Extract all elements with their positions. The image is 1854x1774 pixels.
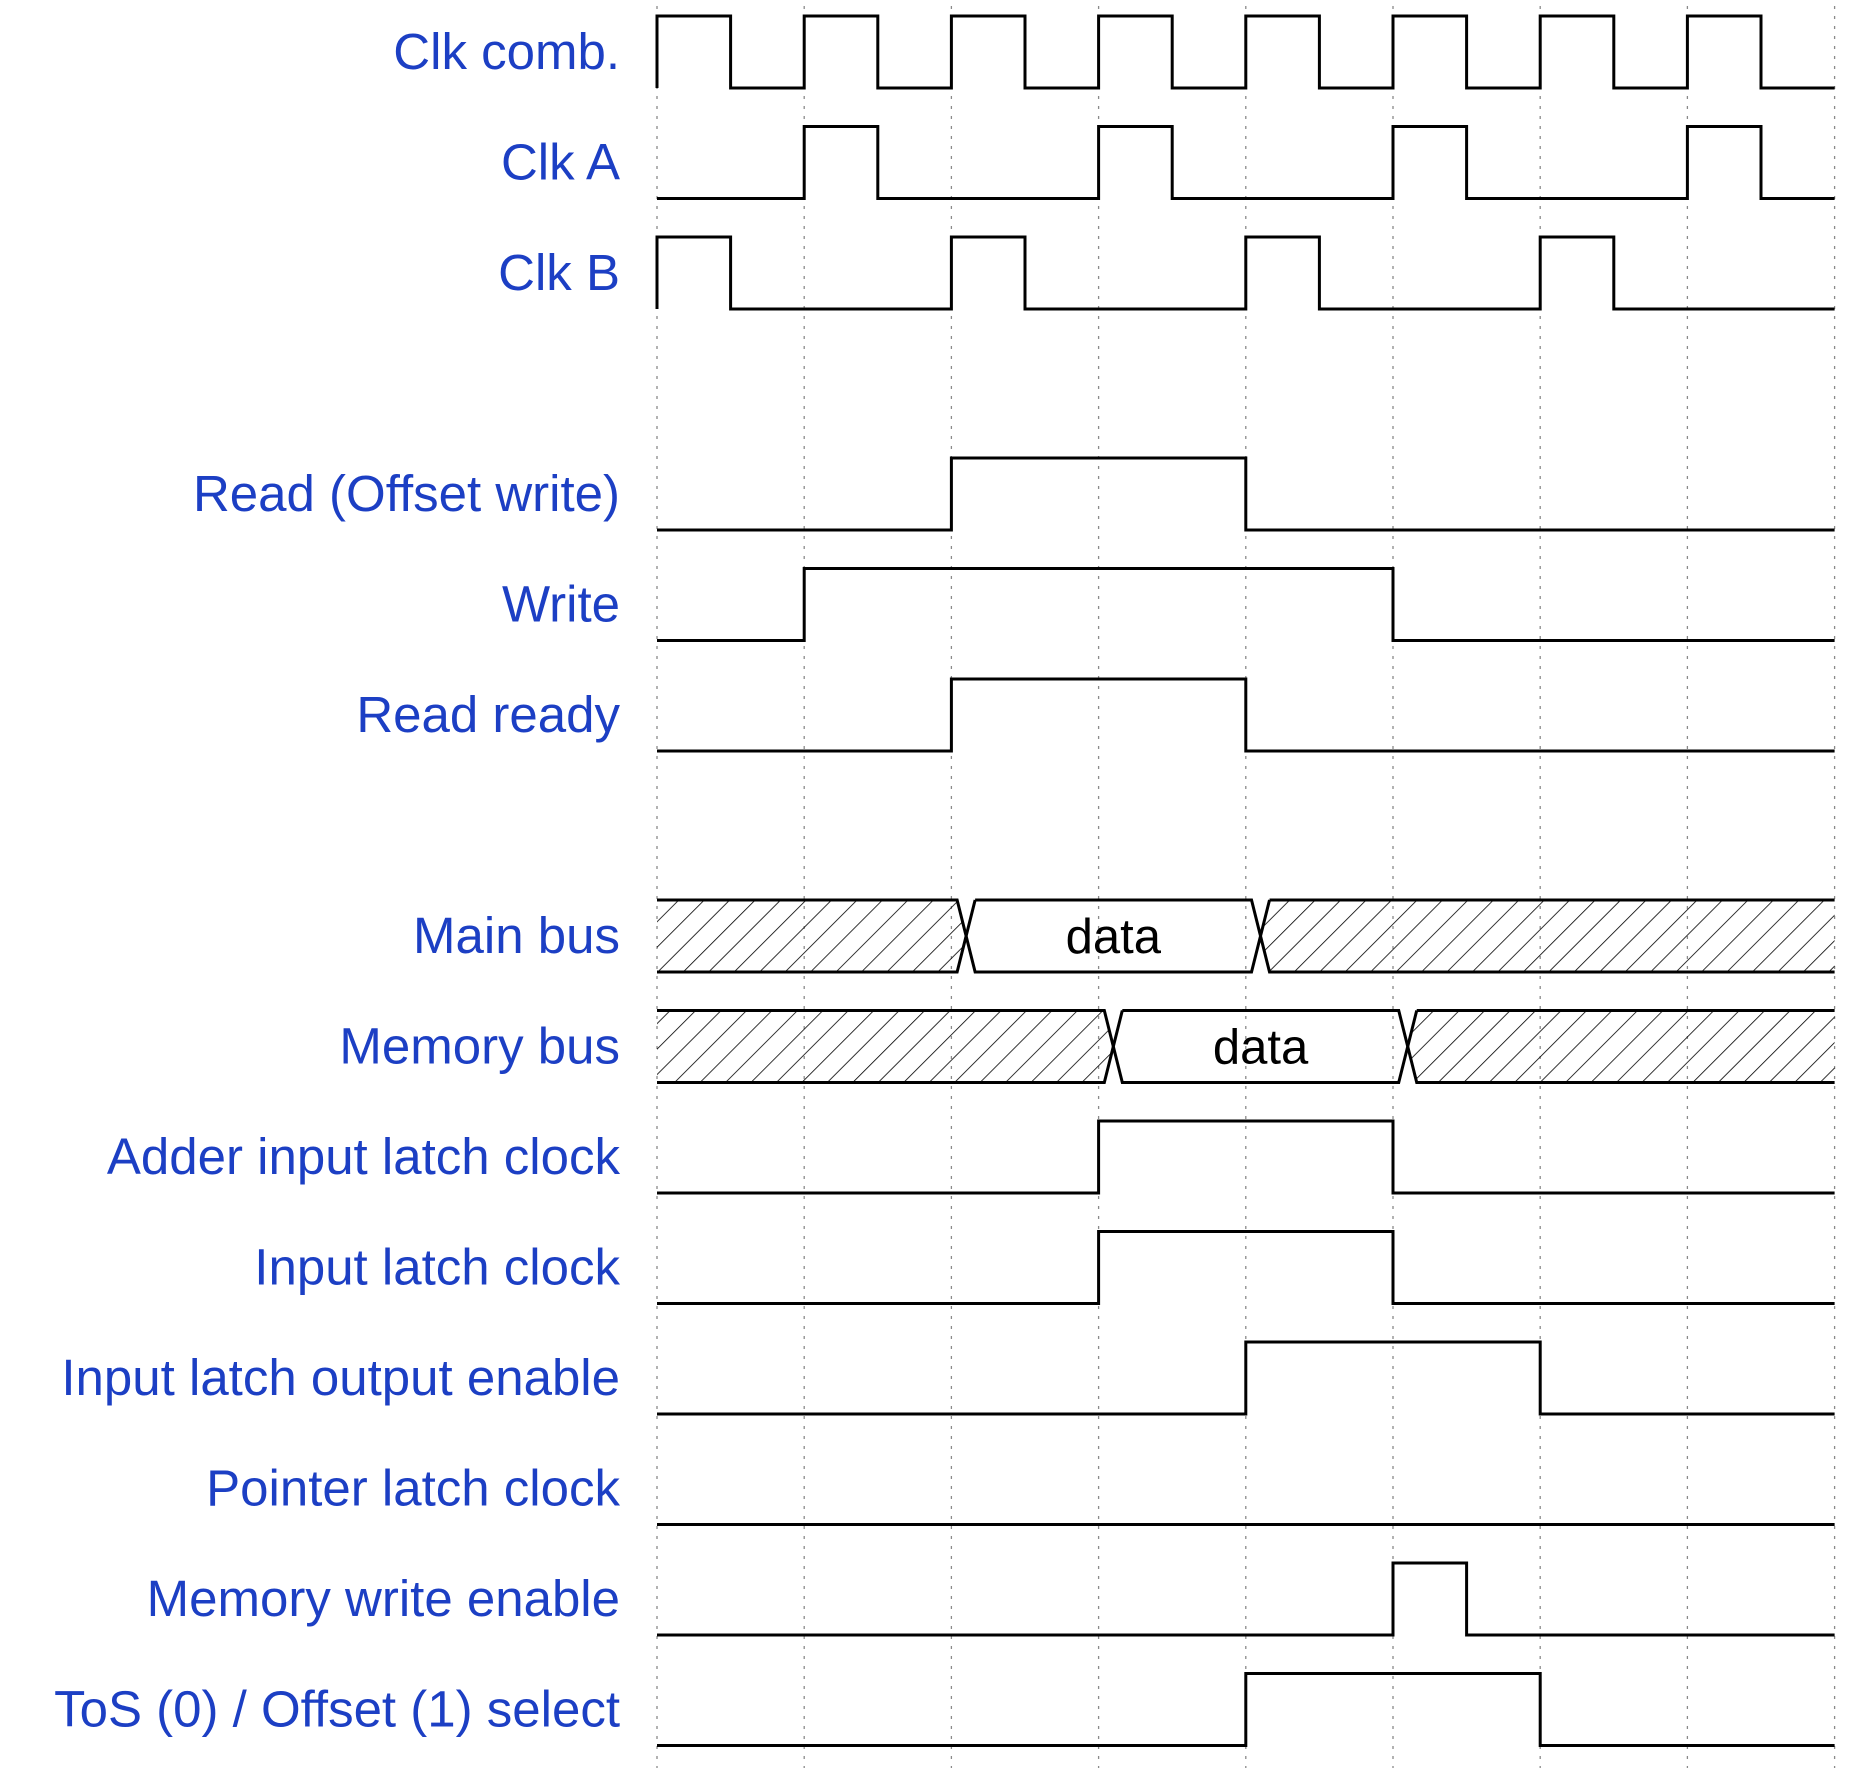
waveform-trace [657, 1119, 1835, 1195]
waveform-trace [655, 14, 1835, 90]
bus-undefined-segment [657, 900, 967, 972]
signal-label: Read ready [356, 686, 620, 743]
signal-label: Clk A [501, 134, 620, 191]
signal-label: Clk comb. [393, 23, 620, 80]
signal-label: Memory write enable [147, 1570, 620, 1627]
signal-label: Input latch output enable [61, 1349, 620, 1406]
waveforms: data data [655, 14, 1835, 1747]
waveform-trace [657, 567, 1835, 642]
bus-undefined-segment [1407, 1010, 1835, 1083]
signal-label: Adder input latch clock [107, 1128, 621, 1185]
signal-labels: Clk comb. Clk A Clk B Read (Offset write) Wr… [54, 23, 620, 1738]
waveform-trace [657, 125, 1835, 200]
waveform-trace [657, 1230, 1835, 1305]
waveform-trace [655, 235, 1835, 311]
waveform-trace [657, 1672, 1835, 1747]
waveform-trace [657, 456, 1835, 532]
waveform-trace [657, 1340, 1835, 1416]
signal-label: Pointer latch clock [206, 1460, 620, 1517]
signal-label: Memory bus [339, 1018, 620, 1075]
signal-label: ToS (0) / Offset (1) select [54, 1681, 620, 1738]
signal-label: Clk B [498, 244, 620, 301]
signal-label: Read (Offset write) [193, 465, 620, 522]
bus-value-label: data [1213, 1021, 1309, 1075]
waveform-trace [657, 1561, 1835, 1637]
bus-undefined-segment [1260, 900, 1835, 972]
bus-undefined-outline [1258, 898, 1835, 974]
signal-label: Main bus [413, 907, 620, 964]
waveform-trace [657, 677, 1835, 753]
bus-value-segment [1111, 1009, 1410, 1084]
bus-undefined-segment [657, 1010, 1114, 1083]
signal-label: Write [502, 576, 620, 633]
signal-label: Input latch clock [254, 1239, 620, 1296]
time-gridlines [656, 6, 1836, 1768]
bus-undefined-outline [1406, 1009, 1835, 1084]
bus-value-label: data [1066, 910, 1162, 964]
bus-value-segment [964, 898, 1263, 974]
